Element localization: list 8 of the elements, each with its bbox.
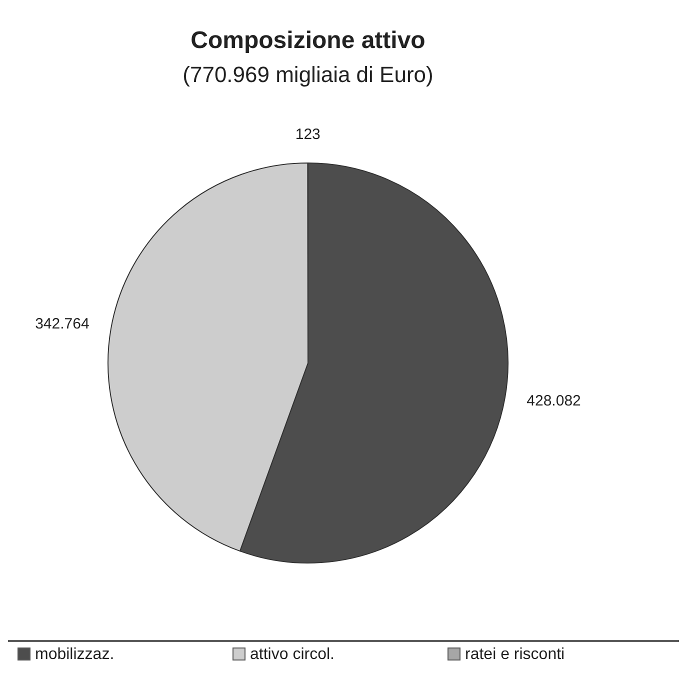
legend-label: mobilizzaz. — [35, 646, 114, 663]
data-label: 342.764 — [35, 316, 90, 333]
data-label: 428.082 — [526, 392, 581, 410]
chart-subtitle: (770.969 migliaia di Euro) — [182, 62, 434, 87]
data-label: 123 — [295, 126, 320, 143]
chart-title: Composizione attivo — [190, 27, 426, 54]
legend-label: attivo circol. — [250, 646, 334, 663]
legend-label: ratei e risconti — [465, 646, 565, 663]
